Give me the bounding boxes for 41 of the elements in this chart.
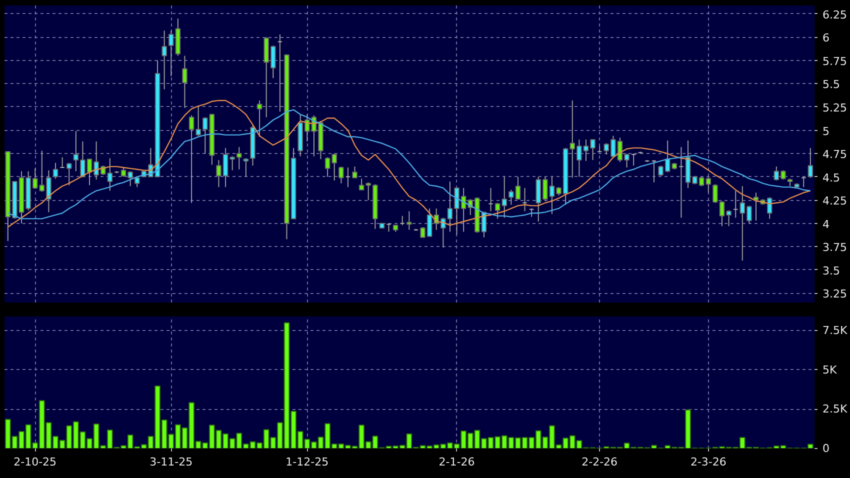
candlestick: [243, 158, 249, 178]
y-tick-label: 5: [822, 124, 830, 138]
candlestick: [494, 202, 500, 220]
candlestick: [358, 178, 364, 190]
y-tick-label: 5.5: [822, 78, 840, 92]
candlestick: [706, 176, 712, 194]
candlestick: [168, 30, 174, 77]
candlestick: [182, 55, 188, 108]
x-tick-label: 2-1-26: [438, 456, 475, 468]
y-tick-label: 5.75: [822, 54, 847, 68]
y-tick-label: 4.5: [822, 171, 840, 184]
y-tick-label: 6: [822, 32, 830, 45]
candlestick: [338, 166, 344, 184]
y-tick-label: 5K: [822, 363, 838, 376]
y-tick-label: 3.5: [822, 264, 840, 278]
candlestick: [134, 177, 140, 188]
y-tick-label: 0: [822, 442, 830, 455]
candlestick: [502, 176, 507, 218]
y-tick-label: 2.5K: [822, 402, 848, 416]
candlestick: [52, 162, 58, 180]
y-tick-label: 4: [822, 218, 830, 231]
y-tick-label: 6.25: [822, 8, 847, 22]
x-tick-label: 2-2-26: [582, 456, 618, 468]
y-tick-label: 4.75: [822, 148, 847, 162]
y-tick-label: 5.25: [822, 101, 847, 114]
candlestick: [406, 210, 412, 230]
candlestick: [188, 114, 194, 204]
candlestick: [162, 30, 167, 90]
x-tick-label: 1-12-25: [286, 456, 329, 468]
y-tick-label: 4.25: [822, 194, 847, 208]
y-tick-label: 3.25: [822, 288, 847, 301]
x-tick-label: 2-10-25: [14, 456, 57, 468]
x-tick-label: 3-11-25: [150, 456, 193, 468]
y-tick-label: 7.5K: [822, 324, 848, 338]
candlestick: [107, 158, 113, 192]
candlestick: [256, 100, 262, 138]
candlestick: [66, 162, 72, 186]
candlestick: [808, 147, 814, 178]
x-tick-label: 2-3-26: [690, 456, 726, 468]
candlestick: [352, 166, 358, 178]
y-tick-label: 3.75: [822, 241, 847, 254]
